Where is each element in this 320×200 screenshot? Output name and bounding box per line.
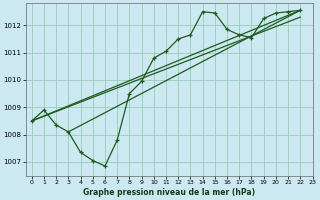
X-axis label: Graphe pression niveau de la mer (hPa): Graphe pression niveau de la mer (hPa) [83,188,255,197]
